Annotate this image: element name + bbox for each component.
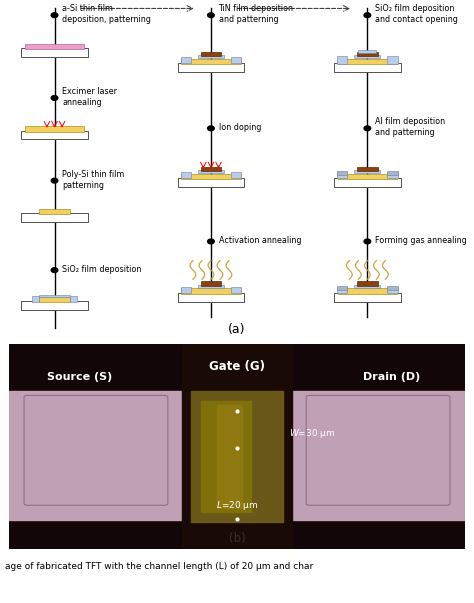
- Bar: [217, 405, 242, 508]
- Text: Drain (D): Drain (D): [363, 371, 420, 382]
- Text: SiO₂ film deposition
and contact opening: SiO₂ film deposition and contact opening: [375, 4, 458, 24]
- Bar: [354, 170, 380, 173]
- Text: $W$=30 μm: $W$=30 μm: [289, 428, 336, 440]
- Text: Excimer laser
annealing: Excimer laser annealing: [62, 87, 117, 107]
- Bar: [337, 285, 347, 290]
- Circle shape: [51, 95, 58, 100]
- Text: Al film deposition
and patterning: Al film deposition and patterning: [375, 117, 445, 137]
- Bar: [354, 55, 380, 58]
- Bar: [387, 285, 398, 290]
- Circle shape: [51, 268, 58, 273]
- Circle shape: [208, 239, 214, 244]
- Text: Forming gas annealing: Forming gas annealing: [375, 236, 467, 245]
- Bar: [198, 170, 224, 173]
- Bar: [21, 213, 88, 222]
- Bar: [32, 296, 39, 302]
- Circle shape: [364, 239, 371, 244]
- Text: Poly-Si thin film
patterning: Poly-Si thin film patterning: [62, 169, 125, 190]
- Bar: [25, 127, 84, 131]
- Text: age of fabricated TFT with the channel length (L) of 20 μm and char: age of fabricated TFT with the channel l…: [5, 562, 313, 571]
- Bar: [201, 166, 221, 171]
- Bar: [337, 174, 397, 179]
- Circle shape: [208, 13, 214, 17]
- Bar: [178, 63, 244, 72]
- Bar: [70, 296, 77, 302]
- Bar: [387, 286, 398, 293]
- Bar: [231, 172, 241, 178]
- Text: $L$=20 μm: $L$=20 μm: [216, 499, 258, 512]
- Bar: [201, 401, 251, 512]
- Text: SiO₂ film deposition: SiO₂ film deposition: [62, 265, 141, 274]
- Bar: [181, 58, 241, 64]
- Bar: [39, 297, 70, 302]
- Bar: [201, 282, 221, 286]
- Bar: [231, 57, 241, 63]
- Bar: [337, 57, 347, 64]
- Bar: [198, 285, 224, 288]
- Bar: [39, 295, 70, 297]
- Bar: [9, 391, 465, 520]
- Bar: [387, 57, 398, 64]
- Bar: [182, 344, 292, 549]
- Circle shape: [364, 126, 371, 131]
- Bar: [181, 172, 191, 178]
- Bar: [357, 282, 378, 286]
- Text: Activation annealing: Activation annealing: [219, 236, 301, 245]
- Circle shape: [208, 126, 214, 131]
- Text: Gate (G): Gate (G): [209, 360, 265, 373]
- Bar: [337, 286, 347, 293]
- Bar: [21, 131, 88, 139]
- Bar: [9, 520, 465, 549]
- Bar: [337, 171, 347, 175]
- Bar: [198, 55, 224, 58]
- Bar: [39, 209, 70, 214]
- Bar: [201, 52, 221, 56]
- Bar: [181, 57, 191, 63]
- Bar: [21, 302, 88, 310]
- Bar: [178, 178, 244, 187]
- Bar: [337, 288, 397, 294]
- Bar: [181, 174, 241, 179]
- Bar: [387, 172, 398, 178]
- Bar: [337, 172, 347, 178]
- Bar: [357, 166, 378, 171]
- Bar: [25, 44, 84, 49]
- Text: Source (S): Source (S): [47, 371, 113, 382]
- Bar: [387, 171, 398, 175]
- Bar: [334, 178, 401, 187]
- Text: TiN film deposition
and patterning: TiN film deposition and patterning: [219, 4, 293, 24]
- Text: a-Si thin film
deposition, patterning: a-Si thin film deposition, patterning: [62, 4, 151, 24]
- Text: Ion doping: Ion doping: [219, 123, 261, 132]
- Bar: [334, 293, 401, 302]
- Bar: [231, 286, 241, 293]
- Bar: [181, 286, 191, 293]
- Bar: [191, 391, 283, 522]
- Bar: [357, 52, 378, 56]
- Bar: [181, 288, 241, 294]
- Bar: [178, 293, 244, 302]
- Bar: [354, 285, 380, 288]
- Circle shape: [364, 13, 371, 17]
- Bar: [21, 48, 88, 57]
- Text: (b): (b): [228, 532, 246, 545]
- Text: (a): (a): [228, 323, 246, 336]
- Bar: [337, 58, 397, 64]
- Bar: [334, 63, 401, 72]
- Bar: [9, 344, 465, 391]
- Circle shape: [51, 178, 58, 183]
- Circle shape: [51, 13, 58, 17]
- Bar: [358, 50, 376, 52]
